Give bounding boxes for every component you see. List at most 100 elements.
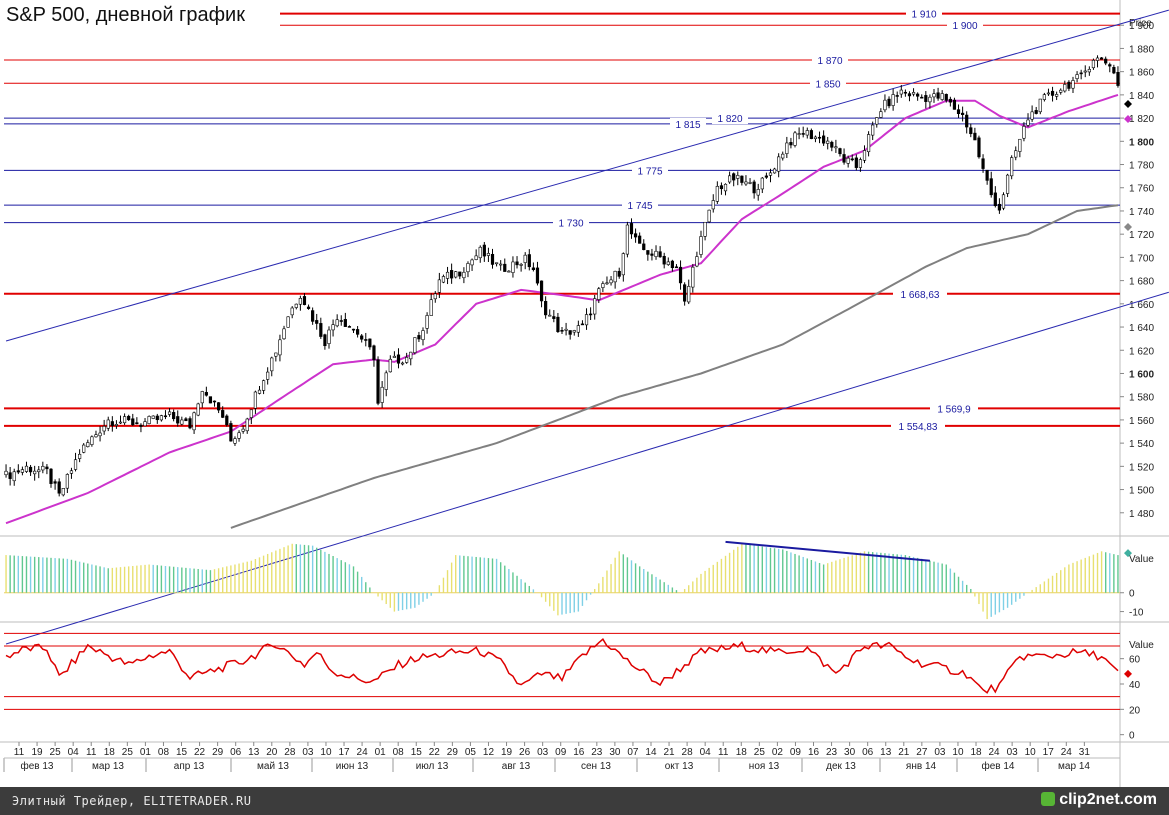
candle-body — [993, 192, 997, 207]
candle-body — [176, 416, 180, 424]
candle-body — [233, 438, 237, 444]
candle-body — [237, 432, 241, 439]
level-label-bg — [947, 19, 983, 32]
candle-body — [527, 254, 531, 268]
footer-source: Элитный Трейдер, ELITETRADER.RU — [12, 794, 252, 808]
candle-body — [789, 142, 793, 146]
date-tick-label: 21 — [663, 747, 675, 758]
candle-body — [907, 93, 912, 97]
candle-body — [364, 339, 368, 341]
candle-body — [474, 255, 478, 260]
candle-body — [135, 422, 139, 425]
candle-body — [302, 296, 307, 306]
candle-body — [274, 352, 278, 357]
candle-body — [196, 403, 200, 416]
candle-body — [1100, 57, 1104, 60]
date-tick-label: 18 — [736, 747, 748, 758]
candle-body — [1034, 110, 1038, 114]
candle-body — [429, 299, 433, 316]
candle-body — [654, 250, 658, 257]
level-label-bg — [622, 199, 658, 212]
price-tick-label: 1 740 — [1129, 207, 1154, 218]
candle-body — [965, 114, 969, 128]
candle-body — [568, 330, 572, 335]
candle-body — [494, 262, 499, 265]
level-label-bg — [906, 7, 942, 20]
candle-body — [695, 256, 699, 267]
candle-body — [985, 169, 989, 181]
month-label: июл 13 — [416, 761, 449, 772]
candle-body — [24, 465, 29, 472]
candle-body — [678, 266, 683, 284]
candle-body — [384, 372, 388, 390]
date-tick-label: 10 — [952, 747, 964, 758]
date-tick-label: 03 — [302, 747, 314, 758]
level-label: 1 850 — [815, 79, 840, 90]
candle-body — [1046, 92, 1051, 95]
date-tick-label: 23 — [591, 747, 603, 758]
candle-body — [1042, 94, 1046, 100]
candle-body — [593, 298, 597, 315]
candle-body — [114, 424, 119, 426]
candle-body — [204, 392, 208, 396]
candle-body — [347, 326, 352, 328]
level-label: 1 870 — [817, 56, 842, 67]
candle-body — [944, 93, 948, 101]
candle-body — [4, 470, 8, 476]
date-tick-label: 21 — [898, 747, 910, 758]
candle-body — [580, 323, 585, 326]
candle-body — [1038, 98, 1042, 113]
candle-body — [200, 391, 204, 404]
date-tick-label: 31 — [1079, 747, 1091, 758]
candle-body — [306, 306, 311, 309]
date-tick-label: 06 — [862, 747, 874, 758]
date-tick-label: 15 — [411, 747, 423, 758]
date-tick-label: 06 — [230, 747, 242, 758]
price-tick-label: 1 800 — [1129, 137, 1154, 148]
candle-body — [768, 172, 773, 176]
rsi-tick-label: 0 — [1129, 731, 1135, 742]
candle-body — [486, 253, 491, 256]
candle-body — [507, 270, 511, 273]
candle-body — [94, 434, 98, 438]
candle-body — [560, 330, 564, 332]
candle-body — [916, 93, 920, 97]
price-axis-label: Price — [1129, 18, 1152, 29]
candle-body — [777, 156, 781, 172]
candle-body — [511, 261, 515, 273]
candle-body — [478, 246, 482, 259]
candle-body — [1079, 72, 1083, 75]
candle-body — [12, 471, 16, 482]
candle-body — [744, 181, 748, 185]
candle-body — [940, 93, 944, 100]
date-tick-label: 19 — [501, 747, 513, 758]
candle-body — [437, 279, 441, 293]
candle-body — [131, 418, 135, 426]
candle-body — [86, 442, 90, 447]
candle-body — [854, 157, 858, 168]
month-label: апр 13 — [174, 761, 205, 772]
month-label: дек 13 — [826, 761, 856, 772]
level-label-bg — [930, 402, 978, 415]
candle-body — [1091, 59, 1096, 69]
candle-body — [613, 270, 617, 283]
candle-body — [891, 94, 895, 106]
candle-body — [278, 339, 282, 356]
candle-body — [458, 271, 462, 277]
candle-body — [830, 141, 834, 148]
date-tick-label: 15 — [176, 747, 188, 758]
candle-body — [335, 319, 339, 327]
month-label: июн 13 — [336, 761, 369, 772]
candle-body — [57, 481, 61, 494]
candle-body — [609, 279, 613, 284]
candle-body — [822, 135, 826, 144]
level-label: 1 745 — [627, 201, 652, 212]
candle-body — [572, 330, 576, 333]
date-tick-label: 12 — [483, 747, 495, 758]
price-tick-label: 1 580 — [1129, 393, 1154, 404]
candle-body — [817, 136, 822, 139]
candle-body — [311, 310, 315, 322]
date-tick-label: 10 — [320, 747, 332, 758]
candle-body — [417, 335, 421, 340]
candle-body — [266, 371, 270, 380]
